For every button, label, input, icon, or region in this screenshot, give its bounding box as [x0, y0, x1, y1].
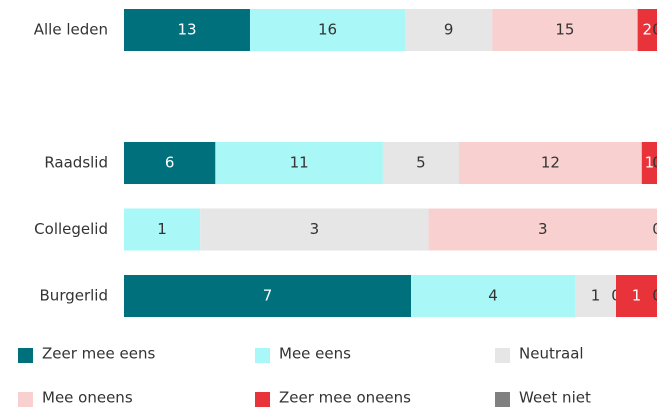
value-label: 3: [538, 220, 548, 238]
bar-segment: [382, 142, 460, 184]
category-label: Raadslid: [44, 154, 108, 172]
bar-segment: [428, 208, 657, 251]
value-label: 11: [290, 154, 309, 172]
legend-label: Weet niet: [519, 389, 591, 407]
legend-label: Neutraal: [519, 345, 584, 363]
legend-label: Zeer mee oneens: [279, 389, 411, 407]
value-label: 9: [444, 21, 454, 39]
legend-swatch: [18, 348, 33, 363]
bar-segment: [616, 275, 657, 317]
bar-segment: [124, 9, 250, 51]
category-label: Collegelid: [34, 220, 108, 238]
value-label: 1: [157, 220, 167, 238]
bar-segment: [215, 142, 383, 184]
bar-segment: [641, 142, 657, 184]
value-label: 1: [632, 287, 642, 305]
value-label: 4: [488, 287, 498, 305]
plot-area: 13169152061151210013300741010: [124, 9, 657, 317]
bar-segment: [124, 142, 216, 184]
bar-segment: [200, 208, 429, 251]
bar-segment: [124, 275, 411, 317]
category-label: Burgerlid: [40, 287, 108, 305]
bar-segment: [575, 275, 616, 317]
legend-swatch: [255, 348, 270, 363]
value-label: 6: [165, 154, 175, 172]
value-label: 0: [652, 287, 657, 305]
legend-label: Mee eens: [279, 345, 351, 363]
value-label: 15: [555, 21, 574, 39]
value-label: 5: [416, 154, 426, 172]
legend-swatch: [18, 392, 33, 407]
value-label: 2: [643, 21, 653, 39]
bar-segment: [459, 142, 642, 184]
legend-swatch: [255, 392, 270, 407]
value-label: 0: [652, 154, 657, 172]
value-label: 0: [652, 220, 657, 238]
value-label: 0: [652, 21, 657, 39]
bar-segment: [124, 208, 201, 251]
value-label: 12: [541, 154, 560, 172]
value-label: 7: [263, 287, 273, 305]
value-label: 1: [591, 287, 601, 305]
value-label: 1: [645, 154, 655, 172]
legend-label: Mee oneens: [42, 389, 133, 407]
bar-segment: [492, 9, 638, 51]
bar-segment: [249, 9, 406, 51]
bar-segment: [411, 275, 575, 317]
value-label: 0: [652, 220, 657, 238]
legend-label: Zeer mee eens: [42, 345, 155, 363]
category-label: Alle leden: [34, 21, 108, 39]
value-label: 16: [318, 21, 337, 39]
legend-swatch: [495, 348, 510, 363]
value-label: 13: [177, 21, 196, 39]
value-label: 3: [310, 220, 320, 238]
legend-swatch: [495, 392, 510, 407]
bar-segment: [637, 9, 657, 51]
bar-segment: [405, 9, 493, 51]
